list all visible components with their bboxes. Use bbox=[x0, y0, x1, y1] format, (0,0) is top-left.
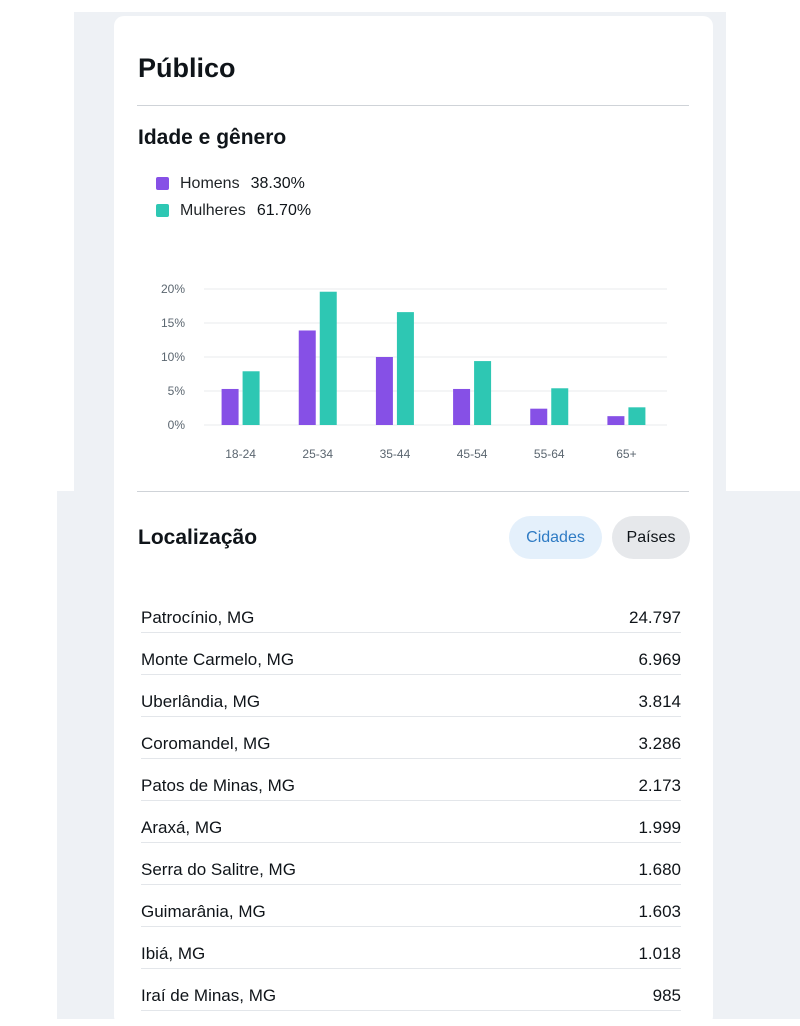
location-count: 1.680 bbox=[638, 860, 681, 879]
legend-swatch-women bbox=[156, 204, 169, 217]
bar-women bbox=[551, 388, 569, 425]
location-row: Coromandel, MG 3.286 bbox=[141, 717, 681, 759]
x-tick-label: 35-44 bbox=[380, 447, 411, 461]
legend-item-men: Homens 38.30% bbox=[156, 170, 311, 197]
tab-countries[interactable]: Países bbox=[612, 516, 690, 559]
legend-label-men: Homens bbox=[180, 174, 240, 192]
location-row: Iraí de Minas, MG 985 bbox=[141, 969, 681, 1011]
section-divider bbox=[137, 491, 689, 492]
location-row: Monte Carmelo, MG 6.969 bbox=[141, 633, 681, 675]
age-gender-title: Idade e gênero bbox=[138, 126, 287, 149]
title-divider bbox=[137, 105, 689, 106]
y-tick-label: 10% bbox=[161, 350, 185, 364]
legend-value-men: 38.30% bbox=[250, 174, 305, 192]
legend-label-women: Mulheres bbox=[180, 201, 246, 219]
location-count: 1.018 bbox=[638, 944, 681, 963]
audience-card: Público Idade e gênero Homens 38.30% Mul… bbox=[114, 16, 713, 1026]
page-title: Público bbox=[138, 53, 236, 83]
location-row: Patrocínio, MG 24.797 bbox=[141, 591, 681, 633]
age-gender-bar-chart: 0% 5% 10% 15% 20% 18-24 25-34 35-44 45-54 55-64 65… bbox=[161, 282, 667, 461]
x-tick-label: 25-34 bbox=[302, 447, 333, 461]
location-row: Araxá, MG 1.999 bbox=[141, 801, 681, 843]
legend-swatch-men bbox=[156, 177, 169, 190]
location-title: Localização bbox=[138, 526, 258, 549]
location-name: Uberlândia, MG bbox=[141, 692, 261, 711]
location-name: Ibiá, MG bbox=[141, 944, 206, 963]
y-tick-label: 5% bbox=[168, 384, 186, 398]
bar-men bbox=[607, 416, 625, 425]
tab-cities[interactable]: Cidades bbox=[509, 516, 602, 559]
bar-men bbox=[221, 388, 239, 425]
location-count: 24.797 bbox=[629, 608, 681, 627]
y-tick-label: 0% bbox=[168, 418, 186, 432]
location-name: Serra do Salitre, MG bbox=[141, 860, 296, 879]
location-row: Patos de Minas, MG 2.173 bbox=[141, 759, 681, 801]
location-count: 985 bbox=[652, 986, 681, 1005]
gender-legend: Homens 38.30% Mulheres 61.70% bbox=[156, 170, 311, 224]
x-tick-label: 18-24 bbox=[225, 447, 256, 461]
bar-women bbox=[396, 312, 414, 425]
bar-women bbox=[319, 291, 337, 425]
legend-item-women: Mulheres 61.70% bbox=[156, 197, 311, 224]
location-name: Patos de Minas, MG bbox=[141, 776, 296, 795]
x-tick-label: 45-54 bbox=[457, 447, 488, 461]
location-count: 2.173 bbox=[638, 776, 681, 795]
bar-men bbox=[453, 388, 471, 425]
location-count: 6.969 bbox=[638, 650, 681, 669]
location-name: Patrocínio, MG bbox=[141, 608, 255, 627]
x-tick-label: 55-64 bbox=[534, 447, 565, 461]
bar-women bbox=[628, 407, 646, 425]
location-row: Serra do Salitre, MG 1.680 bbox=[141, 843, 681, 885]
location-count: 1.603 bbox=[638, 902, 681, 921]
x-tick-label: 65+ bbox=[616, 447, 636, 461]
bar-women bbox=[474, 361, 492, 425]
location-row: Ibiá, MG 1.018 bbox=[141, 927, 681, 969]
location-count: 3.286 bbox=[638, 734, 681, 753]
bar-men bbox=[298, 330, 316, 425]
location-row: Guimarânia, MG 1.603 bbox=[141, 885, 681, 927]
location-list: Patrocínio, MG 24.797 Monte Carmelo, MG 6.9… bbox=[141, 591, 681, 1011]
location-name: Araxá, MG bbox=[141, 818, 223, 837]
location-name: Iraí de Minas, MG bbox=[141, 986, 277, 1005]
location-count: 1.999 bbox=[638, 818, 681, 837]
location-name: Coromandel, MG bbox=[141, 734, 271, 753]
location-name: Monte Carmelo, MG bbox=[141, 650, 295, 669]
y-tick-label: 15% bbox=[161, 316, 185, 330]
bar-men bbox=[530, 408, 548, 425]
y-tick-label: 20% bbox=[161, 282, 185, 296]
location-row: Uberlândia, MG 3.814 bbox=[141, 675, 681, 717]
location-name: Guimarânia, MG bbox=[141, 902, 266, 921]
legend-value-women: 61.70% bbox=[256, 201, 312, 219]
bar-men bbox=[375, 357, 393, 425]
location-count: 3.814 bbox=[638, 692, 681, 711]
bar-women bbox=[242, 371, 260, 425]
